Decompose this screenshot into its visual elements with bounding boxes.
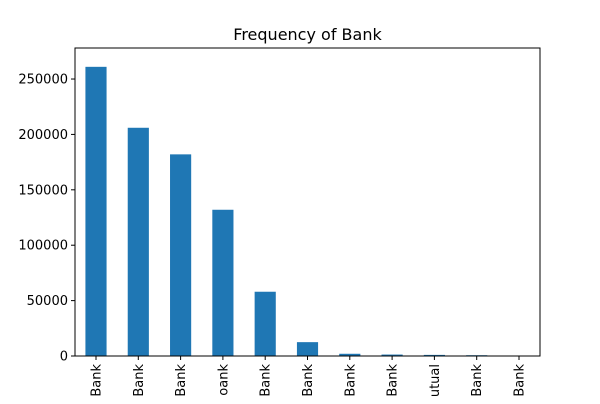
x-tick-label: Bank (259, 364, 274, 397)
x-tick-label: Bank (132, 364, 147, 397)
x-tick-label: oank (216, 364, 231, 396)
y-tick-label: 50000 (27, 294, 68, 309)
x-tick-label: Bank (386, 364, 401, 397)
x-tick-label: utual (428, 364, 443, 397)
y-tick-label: 0 (60, 350, 68, 365)
x-tick-label: Bank (174, 364, 189, 397)
bar (255, 292, 276, 356)
x-tick-label: Bank (301, 364, 316, 397)
x-tick-label: Bank (470, 364, 485, 397)
bar (85, 67, 106, 356)
y-tick-label: 250000 (18, 73, 68, 88)
x-tick-label: Bank (90, 364, 105, 397)
y-tick-label: 100000 (18, 239, 68, 254)
x-tick-label: Bank (343, 364, 358, 397)
x-tick-label: Bank (513, 364, 528, 397)
y-tick-label: 150000 (18, 183, 68, 198)
bar (212, 210, 233, 356)
bar (128, 128, 149, 356)
bar (170, 154, 191, 356)
y-tick-label: 200000 (18, 128, 68, 143)
chart-title: Frequency of Bank (233, 25, 382, 44)
bar (297, 342, 318, 356)
